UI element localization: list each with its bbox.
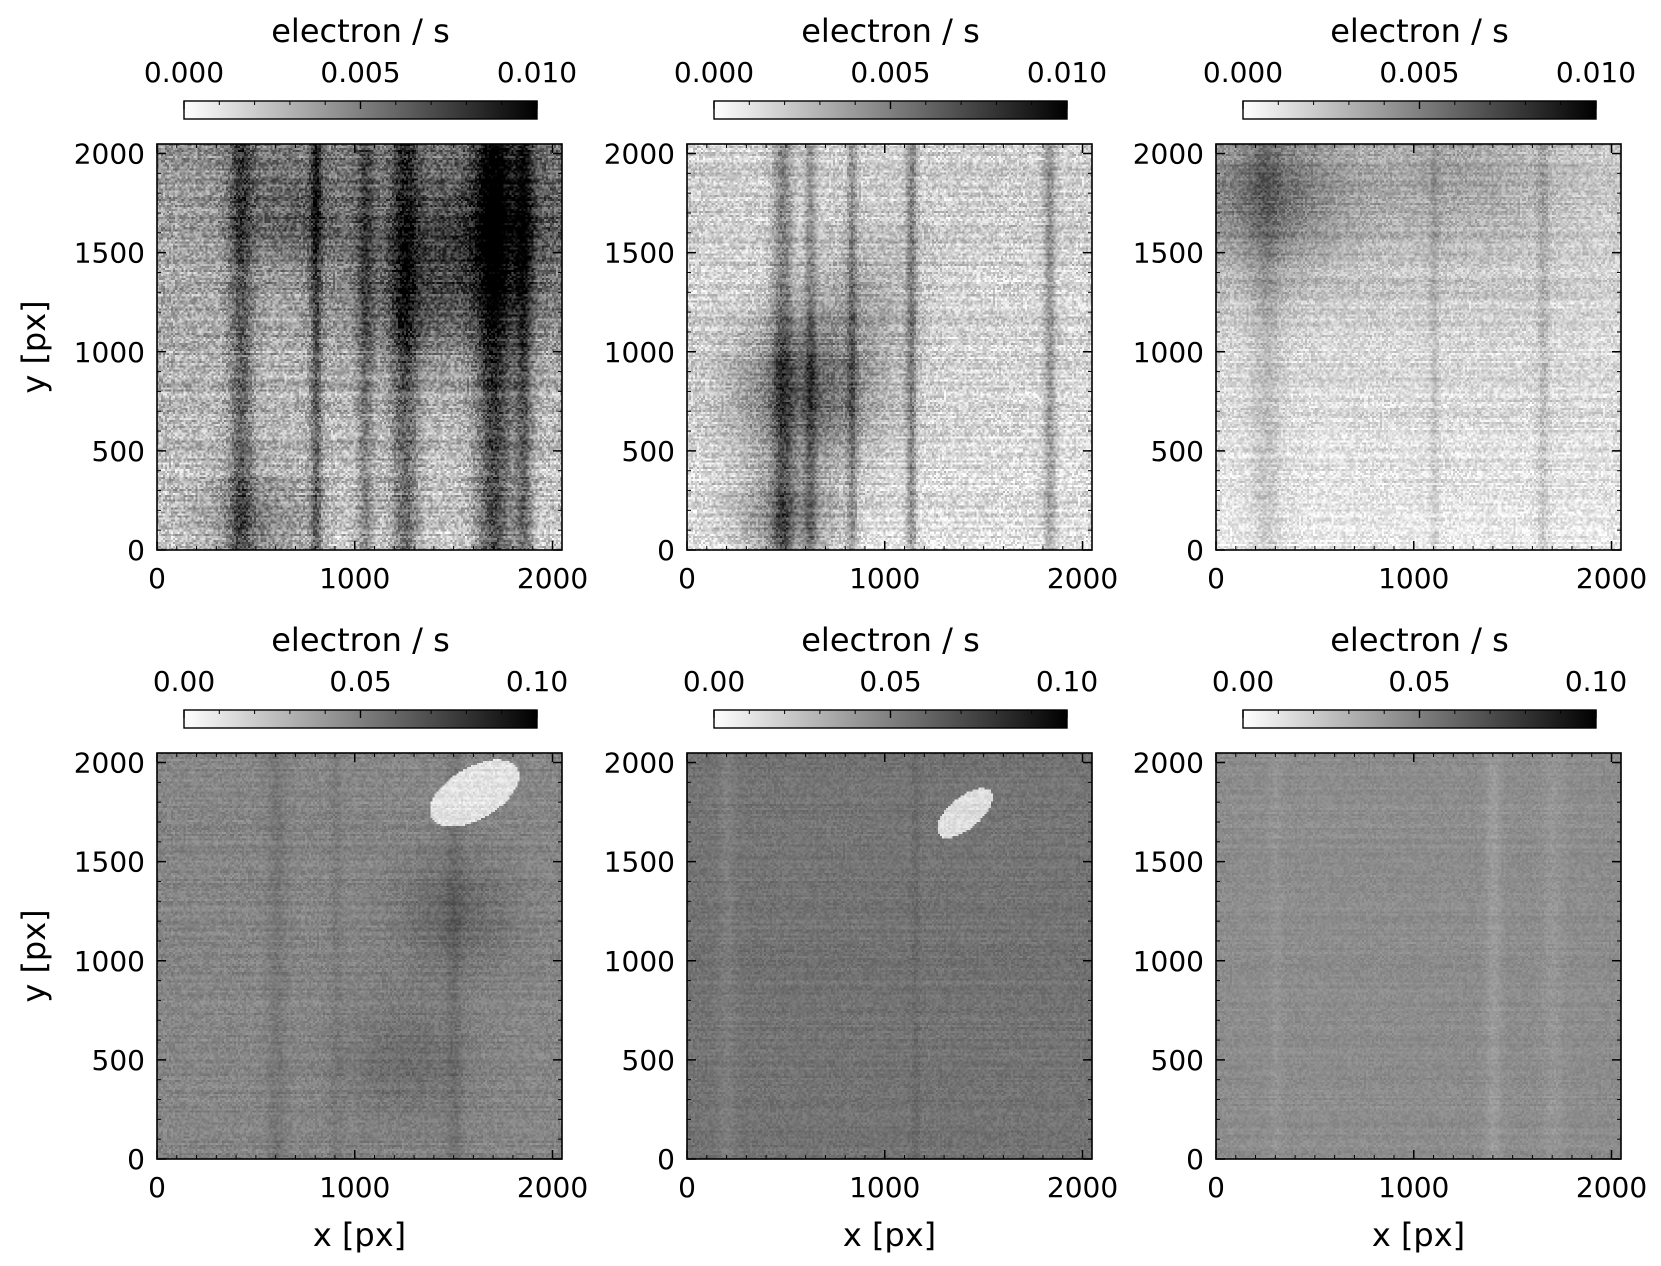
x-tick-label: 2000 <box>1576 1171 1647 1204</box>
x-tick-label: 0 <box>678 562 696 595</box>
colorbar-label: electron / s <box>271 621 450 659</box>
y-tick-label: 500 <box>92 1044 145 1077</box>
heatmap-image <box>687 144 1092 550</box>
x-tick-label: 2000 <box>1047 1171 1118 1204</box>
x-tick-label: 1000 <box>319 562 390 595</box>
y-tick-label: 0 <box>1186 1143 1204 1176</box>
y-tick-label: 500 <box>92 435 145 468</box>
colorbar-tick-label: 0.10 <box>506 665 568 698</box>
panel-0-2: 0 1000 2000 0 500 1000 1500 2000 0.000 0.005 0.010… <box>1133 12 1647 595</box>
y-tick-label: 500 <box>622 435 675 468</box>
y-tick-label: 2000 <box>604 138 675 171</box>
x-axis-label: x [px] <box>1372 1216 1465 1254</box>
x-tick-label: 0 <box>148 562 166 595</box>
y-tick-label: 1000 <box>604 945 675 978</box>
panel-1-1: 0 1000 2000 0 500 1000 1500 2000 x [px] 0.00 0.05 0… <box>604 621 1118 1254</box>
x-axis-label: x [px] <box>843 1216 936 1254</box>
colorbar-tick-label: 0.10 <box>1565 665 1627 698</box>
axes-frame <box>686 143 1093 551</box>
heatmap-image <box>157 144 562 550</box>
y-tick-label: 1000 <box>74 945 145 978</box>
colorbar-tick-label: 0.000 <box>674 56 754 89</box>
colorbar-tick-label: 0.05 <box>859 665 921 698</box>
colorbar-tick-label: 0.00 <box>153 665 215 698</box>
y-tick-label: 1500 <box>74 846 145 879</box>
colorbar-tick-label: 0.005 <box>1379 56 1459 89</box>
x-tick-label: 0 <box>148 1171 166 1204</box>
x-tick-label: 1000 <box>1378 562 1449 595</box>
heatmap-image <box>157 753 562 1159</box>
x-tick-label: 1000 <box>849 562 920 595</box>
y-tick-label: 1000 <box>1133 336 1204 369</box>
colorbar-tick-label: 0.000 <box>1203 56 1283 89</box>
colorbar-tick-label: 0.010 <box>1556 56 1636 89</box>
colorbar-tick-label: 0.005 <box>320 56 400 89</box>
x-tick-label: 2000 <box>517 562 588 595</box>
y-tick-label: 500 <box>622 1044 675 1077</box>
y-tick-label: 2000 <box>74 747 145 780</box>
heatmap-image <box>687 753 1092 1159</box>
colorbar-tick-label: 0.010 <box>497 56 577 89</box>
colorbar-label: electron / s <box>801 12 980 50</box>
axes-frame <box>686 752 1093 1160</box>
x-tick-label: 2000 <box>517 1171 588 1204</box>
y-tick-label: 2000 <box>1133 747 1204 780</box>
y-tick-label: 500 <box>1151 435 1204 468</box>
panel-0-0: 0 1000 2000 0 500 1000 1500 2000 y [px] 0.000 0.00… <box>15 12 588 595</box>
y-tick-label: 2000 <box>1133 138 1204 171</box>
colorbar-tick-label: 0.00 <box>683 665 745 698</box>
x-axis-label: x [px] <box>313 1216 406 1254</box>
x-tick-label: 1000 <box>319 1171 390 1204</box>
panel-1-0: 0 1000 2000 0 500 1000 1500 2000 y [px] x [px] 0.0… <box>15 621 588 1254</box>
colorbar-tick-label: 0.10 <box>1036 665 1098 698</box>
heatmap-image <box>1216 753 1621 1159</box>
x-tick-label: 0 <box>1207 1171 1225 1204</box>
x-tick-label: 2000 <box>1576 562 1647 595</box>
y-tick-label: 2000 <box>604 747 675 780</box>
y-tick-label: 1000 <box>1133 945 1204 978</box>
y-tick-label: 1000 <box>74 336 145 369</box>
y-tick-label: 0 <box>127 1143 145 1176</box>
y-tick-label: 2000 <box>74 138 145 171</box>
panel-1-2: 0 1000 2000 0 500 1000 1500 2000 x [px] 0.00 0.05 0… <box>1133 621 1647 1254</box>
axes-frame <box>156 143 563 551</box>
colorbar-tick-label: 0.005 <box>850 56 930 89</box>
colorbar-tick-label: 0.000 <box>144 56 224 89</box>
x-tick-label: 1000 <box>849 1171 920 1204</box>
y-tick-label: 0 <box>127 534 145 567</box>
y-tick-label: 1500 <box>1133 237 1204 270</box>
colorbar-tick-label: 0.05 <box>329 665 391 698</box>
y-axis-label: y [px] <box>15 909 53 1002</box>
y-tick-label: 1500 <box>74 237 145 270</box>
colorbar-label: electron / s <box>1330 621 1509 659</box>
colorbar-label: electron / s <box>801 621 980 659</box>
heatmap-image <box>1216 144 1621 550</box>
x-tick-label: 1000 <box>1378 1171 1449 1204</box>
y-tick-label: 500 <box>1151 1044 1204 1077</box>
y-tick-label: 0 <box>1186 534 1204 567</box>
colorbar-label: electron / s <box>271 12 450 50</box>
x-tick-label: 0 <box>1207 562 1225 595</box>
colorbar-tick-label: 0.05 <box>1388 665 1450 698</box>
x-tick-label: 2000 <box>1047 562 1118 595</box>
y-tick-label: 1500 <box>1133 846 1204 879</box>
y-tick-label: 0 <box>657 534 675 567</box>
axes-frame <box>1215 143 1622 551</box>
y-tick-label: 1000 <box>604 336 675 369</box>
axes-frame <box>156 752 563 1160</box>
y-tick-label: 1500 <box>604 846 675 879</box>
axes-frame <box>1215 752 1622 1160</box>
colorbar-tick-label: 0.010 <box>1027 56 1107 89</box>
y-tick-label: 1500 <box>604 237 675 270</box>
y-tick-label: 0 <box>657 1143 675 1176</box>
x-tick-label: 0 <box>678 1171 696 1204</box>
colorbar-label: electron / s <box>1330 12 1509 50</box>
panel-0-1: 0 1000 2000 0 500 1000 1500 2000 0.000 0.005 0.010… <box>604 12 1118 595</box>
colorbar-tick-label: 0.00 <box>1212 665 1274 698</box>
y-axis-label: y [px] <box>15 300 53 393</box>
